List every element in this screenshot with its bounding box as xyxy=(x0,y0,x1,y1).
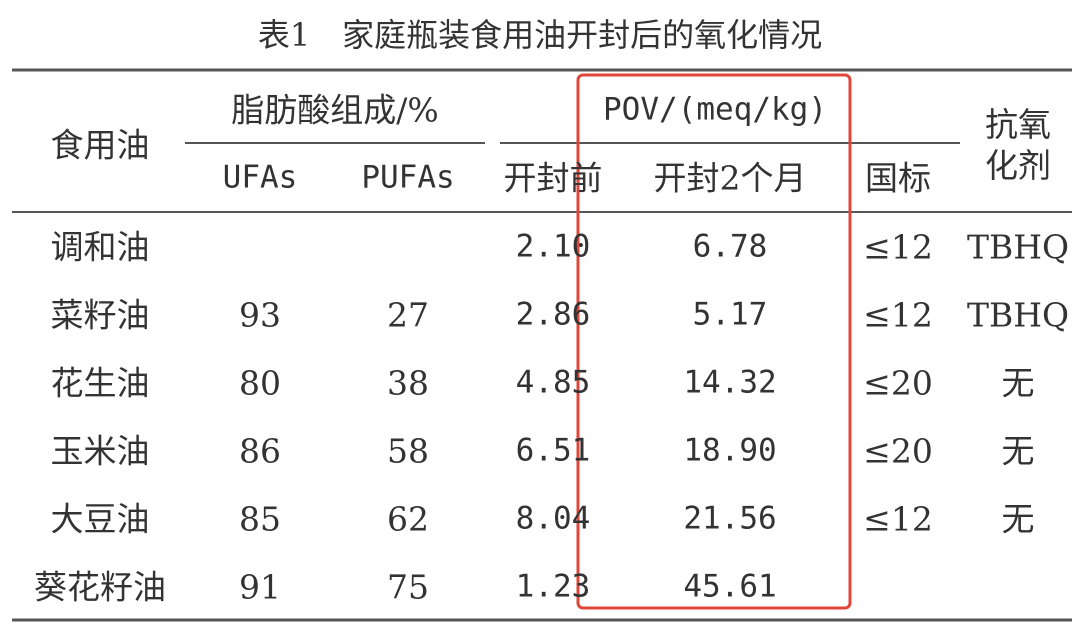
cell: 6.78 xyxy=(692,228,768,265)
cell: ≤12 xyxy=(863,227,933,267)
header-cell: 国标 xyxy=(865,158,931,198)
cell: 5.17 xyxy=(692,296,768,333)
highlight-box xyxy=(576,73,852,610)
cell: 8.04 xyxy=(515,500,591,537)
cell: 4.85 xyxy=(515,364,591,401)
row-label: 玉米油 xyxy=(50,431,150,471)
row-label: 葵花籽油 xyxy=(34,567,166,607)
cell: 75 xyxy=(387,567,429,607)
header-cell: 开封2个月 xyxy=(653,158,807,198)
cell: ≤20 xyxy=(863,431,933,471)
cell: 14.32 xyxy=(683,364,777,401)
cell: 无 xyxy=(1001,499,1035,539)
cell: 1.23 xyxy=(515,568,591,605)
row-label: 大豆油 xyxy=(50,499,150,539)
cell: 80 xyxy=(239,363,281,403)
cell: ≤20 xyxy=(863,363,933,403)
table-title: 表1 家庭瓶装食用油开封后的氧化情况 xyxy=(257,16,823,54)
cell: ≤12 xyxy=(863,295,933,335)
cell: 无 xyxy=(1001,363,1035,403)
cell: 45.61 xyxy=(683,568,777,605)
cell: 86 xyxy=(239,431,281,471)
cell: 62 xyxy=(387,499,429,539)
row-label: 调和油 xyxy=(50,227,150,267)
cell: 18.90 xyxy=(683,432,777,469)
cell: TBHQ xyxy=(966,227,1070,267)
cell: 38 xyxy=(387,363,429,403)
cell: 85 xyxy=(239,499,281,539)
header-cell: 抗氧化剂 xyxy=(985,104,1051,185)
header-cell: 脂肪酸组成/% xyxy=(231,90,439,130)
row-label: 菜籽油 xyxy=(50,295,150,335)
cell: TBHQ xyxy=(966,295,1070,335)
cell: 27 xyxy=(387,295,429,335)
header-cell: UFAs xyxy=(222,159,298,196)
cell: 2.10 xyxy=(515,228,591,265)
row-label: 花生油 xyxy=(50,363,150,403)
header-cell: PUFAs xyxy=(361,159,455,196)
cell: 2.86 xyxy=(515,296,591,333)
cell: 91 xyxy=(239,567,281,607)
cell: 93 xyxy=(239,295,281,335)
header-cell: POV/(meq/kg) xyxy=(603,91,827,128)
cell: ≤12 xyxy=(863,499,933,539)
cell: 21.56 xyxy=(683,500,777,537)
cell: 6.51 xyxy=(515,432,591,469)
header-cell: 开封前 xyxy=(503,158,603,198)
cell: 无 xyxy=(1001,431,1035,471)
header-cell: 食用油 xyxy=(50,125,150,165)
cell: 58 xyxy=(387,431,429,471)
